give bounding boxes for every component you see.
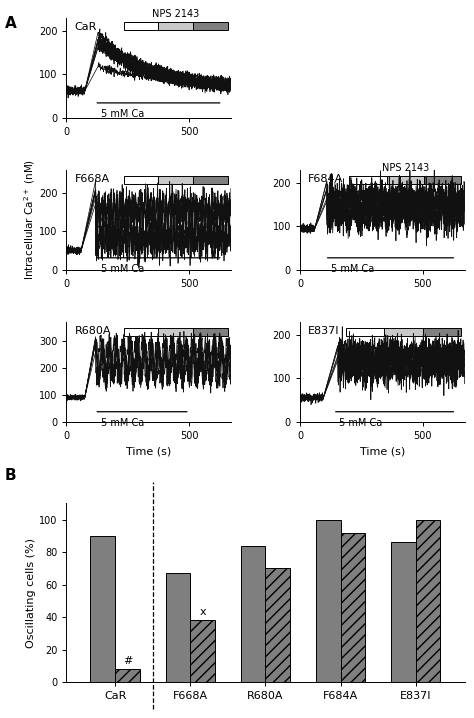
Bar <box>265 569 290 682</box>
Text: F684A: F684A <box>308 174 344 184</box>
Bar <box>387 176 424 184</box>
Text: 5 mM Ca: 5 mM Ca <box>339 418 383 428</box>
Bar <box>241 546 265 682</box>
Bar <box>158 328 193 336</box>
Text: B: B <box>5 468 17 483</box>
Text: NPS 2143: NPS 2143 <box>382 163 429 173</box>
Bar <box>124 176 158 184</box>
Bar <box>391 542 416 682</box>
Text: 5 mM Ca: 5 mM Ca <box>331 264 374 274</box>
Bar <box>423 328 461 336</box>
Text: E837I: E837I <box>308 326 340 336</box>
Text: 5 mM Ca: 5 mM Ca <box>101 109 144 119</box>
Bar <box>165 573 191 682</box>
Bar <box>384 328 423 336</box>
Bar <box>124 22 158 30</box>
Bar <box>158 176 193 184</box>
Bar <box>416 520 440 682</box>
Bar <box>124 328 158 336</box>
Text: 5 mM Ca: 5 mM Ca <box>101 418 144 428</box>
Text: A: A <box>5 16 17 31</box>
Bar <box>340 533 365 682</box>
Y-axis label: Intracellular Ca$^{2+}$ (nM): Intracellular Ca$^{2+}$ (nM) <box>23 159 37 280</box>
Bar <box>158 22 193 30</box>
Bar <box>193 328 228 336</box>
Bar <box>349 176 387 184</box>
X-axis label: Time (s): Time (s) <box>360 447 405 457</box>
Text: 5 mM Ca: 5 mM Ca <box>101 264 144 274</box>
Text: #: # <box>123 656 132 666</box>
Bar <box>316 520 340 682</box>
Bar <box>193 176 228 184</box>
Bar <box>424 176 461 184</box>
Bar <box>346 328 384 336</box>
Text: F668A: F668A <box>74 174 109 184</box>
Bar <box>191 620 215 682</box>
Text: x: x <box>200 607 206 617</box>
Bar <box>193 22 228 30</box>
Y-axis label: Oscillating cells (%): Oscillating cells (%) <box>26 538 36 648</box>
Text: NPS 2143: NPS 2143 <box>152 9 200 19</box>
Text: CaR: CaR <box>74 22 97 32</box>
Text: R680A: R680A <box>74 326 111 336</box>
Bar <box>115 669 140 682</box>
Bar <box>91 536 115 682</box>
X-axis label: Time (s): Time (s) <box>126 447 171 457</box>
